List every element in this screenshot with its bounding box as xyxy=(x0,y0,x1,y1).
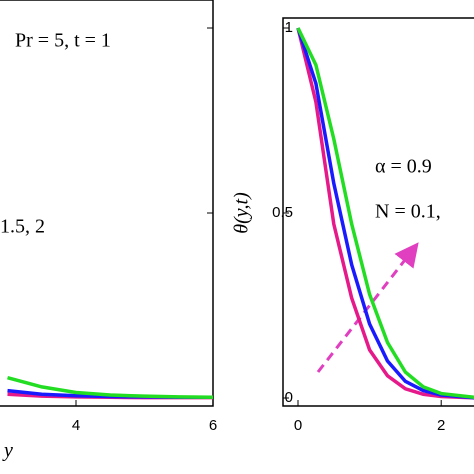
annotation: α = 0.9 xyxy=(375,156,432,178)
x-tick-label: 4 xyxy=(72,417,80,434)
x-tick-label: 2 xyxy=(437,417,445,434)
data-line xyxy=(7,375,214,400)
data-line xyxy=(296,27,474,400)
x-tick-label: 0 xyxy=(294,417,302,434)
y-axis-label: θ(y,t) xyxy=(231,192,253,234)
y-tick-label: 1 xyxy=(285,19,293,36)
data-line xyxy=(296,27,474,400)
plot-frame xyxy=(282,17,474,407)
x-tick-label: 6 xyxy=(209,417,217,434)
annotation: 1.5, 2 xyxy=(0,216,45,238)
annotation: N = 0.1, xyxy=(375,201,441,223)
annotation: Pr = 5, t = 1 xyxy=(15,30,111,52)
x-axis-label: y xyxy=(2,440,13,462)
plot-frame xyxy=(0,0,214,407)
y-tick-label: 0.5 xyxy=(272,204,293,221)
y-tick-label: 0 xyxy=(285,389,293,406)
data-line xyxy=(296,27,474,400)
